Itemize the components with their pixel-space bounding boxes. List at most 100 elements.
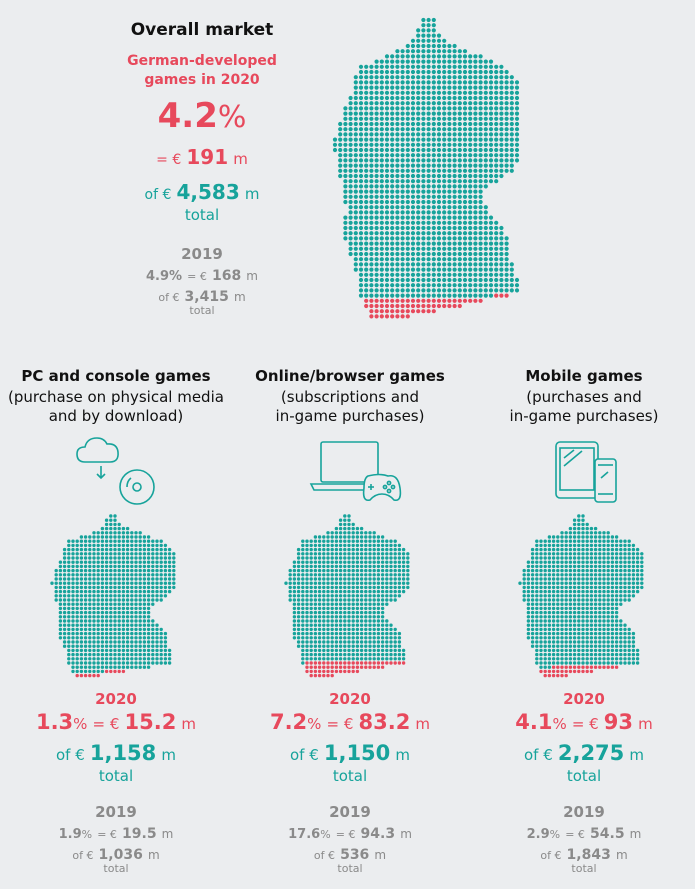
map-dot [326, 556, 330, 560]
map-dot [296, 636, 301, 640]
map-dot [462, 101, 468, 106]
map-dot [67, 564, 71, 569]
map-dot [606, 610, 610, 615]
map-dot [54, 573, 58, 577]
map-dot [379, 199, 384, 205]
map-dot [406, 585, 410, 590]
map-dot [351, 539, 355, 543]
map-dot [598, 556, 602, 560]
map-dot [572, 577, 577, 581]
map-dot [390, 106, 395, 111]
map-dot [384, 220, 390, 225]
map-dot [326, 602, 330, 606]
map-dot [130, 568, 134, 573]
map-dot [88, 577, 92, 581]
map-dot [488, 111, 494, 116]
map-dot [372, 631, 376, 636]
map-dot [410, 116, 416, 121]
map-dot [572, 644, 577, 648]
map-dot [468, 95, 473, 101]
map-dot [598, 581, 602, 585]
map-dot [504, 272, 509, 277]
map-dot [301, 623, 305, 627]
map-dot [535, 556, 539, 560]
map-dot [468, 54, 473, 59]
map-dot [159, 568, 163, 573]
map-dot [568, 547, 573, 552]
map-dot [301, 602, 305, 606]
map-dot [426, 173, 431, 179]
map-dot [593, 556, 598, 560]
map-dot [292, 602, 297, 606]
map-dot [539, 623, 543, 627]
map-dot [142, 610, 147, 615]
map-dot [400, 272, 405, 277]
map-dot [142, 556, 147, 560]
map-dot [589, 589, 594, 594]
map-dot-german [338, 669, 343, 674]
map-dot [100, 652, 105, 657]
map-dot [478, 194, 483, 199]
map-dot [543, 589, 547, 594]
map-dot [560, 585, 564, 590]
map-dot [483, 132, 488, 137]
map-dot [530, 552, 535, 556]
map-dot [379, 153, 384, 158]
map-dot-german [374, 309, 379, 314]
map-dot-german [343, 661, 347, 665]
map-dot [514, 158, 520, 163]
segment-subtitle: (purchases and in-game purchases) [509, 388, 659, 425]
map-dot [499, 121, 504, 127]
map-dot [334, 564, 339, 569]
map-dot [326, 585, 330, 590]
map-dot-german [309, 673, 313, 678]
map-dot [623, 594, 627, 598]
map-dot-german [410, 298, 416, 303]
map-dot [146, 539, 151, 543]
map-dot [58, 623, 63, 627]
map-dot [389, 543, 393, 548]
map-dot [121, 573, 126, 577]
map-dot-german [343, 665, 347, 669]
map-dot [83, 552, 88, 556]
map-dot [421, 147, 426, 153]
map-dot [296, 602, 301, 606]
map-dot [436, 147, 442, 153]
map-dot [560, 602, 564, 606]
map-dot [104, 522, 109, 527]
map-dot [62, 606, 67, 611]
map-dot [543, 573, 547, 577]
map-dot [564, 627, 568, 632]
map-dot [326, 581, 330, 585]
map-dot [593, 661, 598, 665]
map-dot [400, 293, 405, 298]
map-dot [623, 543, 627, 548]
map-dot [146, 606, 151, 611]
map-dot [405, 116, 410, 121]
map-dot [442, 257, 447, 262]
map-dot [338, 535, 343, 539]
map-dot [462, 179, 468, 184]
map-dot [577, 619, 581, 623]
map-dot [473, 288, 478, 293]
map-dot [167, 564, 172, 569]
map-dot [364, 640, 368, 644]
map-dot [376, 547, 381, 552]
map-dot [348, 225, 353, 231]
map-dot [358, 210, 364, 215]
map-dot [353, 210, 358, 215]
map-dot [560, 547, 564, 552]
map-dot [67, 573, 71, 577]
map-dot [125, 665, 130, 669]
map-dot [606, 636, 610, 640]
map-dot [488, 215, 494, 220]
map-dot [121, 644, 126, 648]
map-dot [330, 623, 334, 627]
map-dot [146, 535, 151, 539]
map-dot [125, 589, 130, 594]
map-dot-german [504, 293, 509, 298]
map-dot [151, 652, 155, 657]
map-dot [347, 648, 351, 653]
map-dot [623, 573, 627, 577]
map-dot [442, 241, 447, 246]
